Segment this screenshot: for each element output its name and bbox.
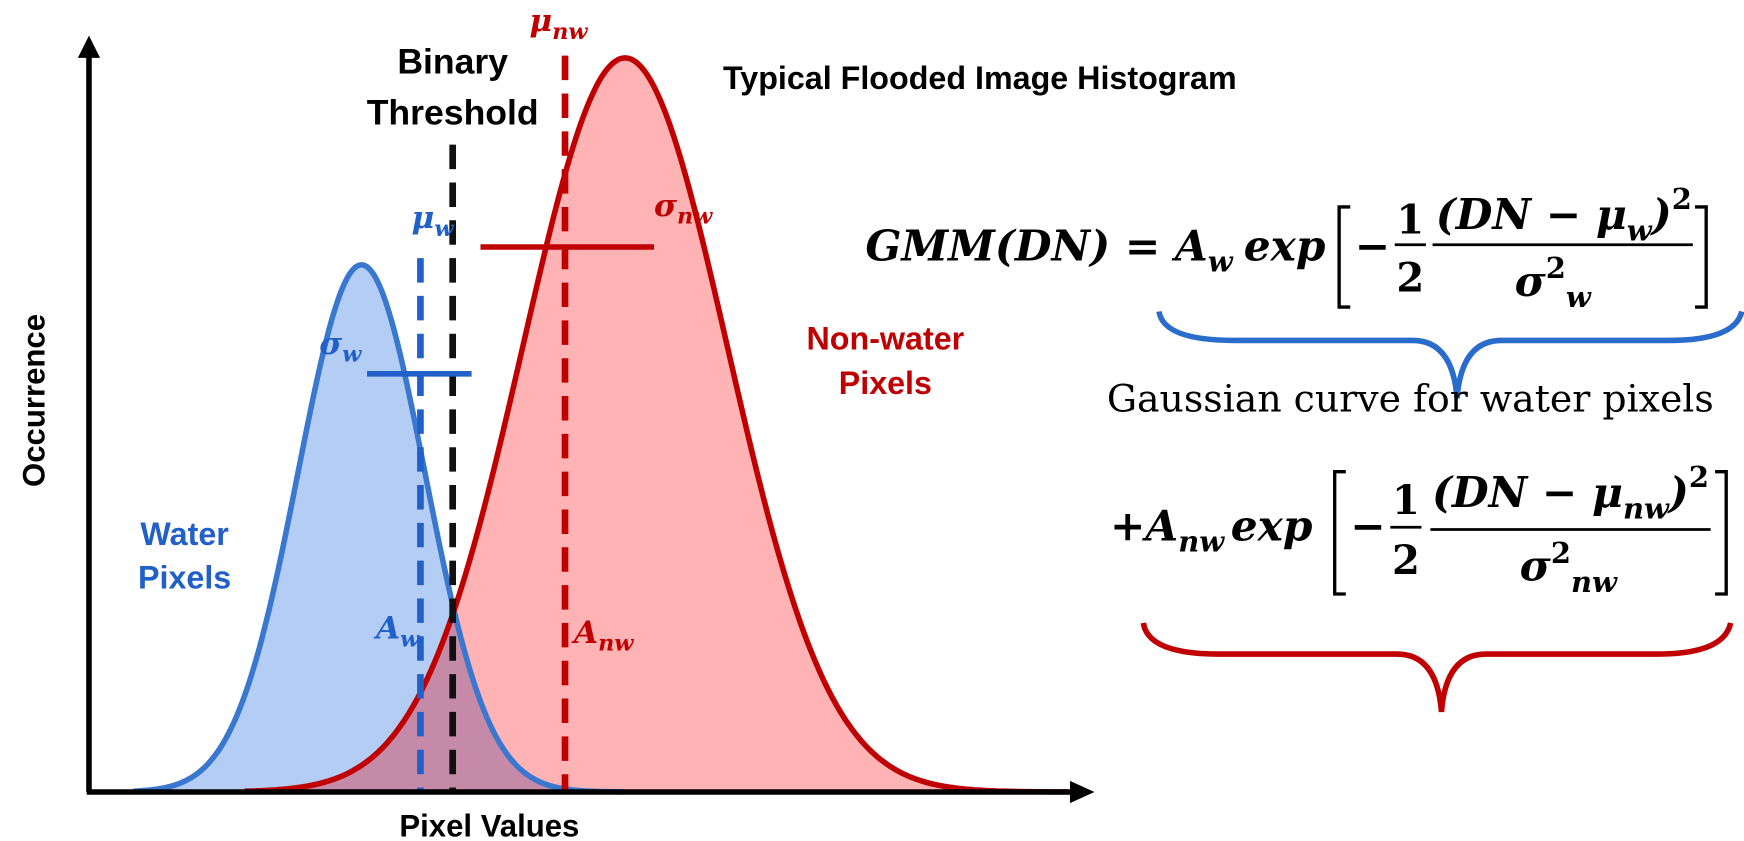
symbol: σ bbox=[654, 188, 677, 224]
num-close: ) bbox=[1650, 189, 1672, 239]
num-sup: 2 bbox=[1672, 182, 1692, 216]
den-sub: nw bbox=[1571, 565, 1618, 599]
subscript: nw bbox=[677, 204, 713, 230]
caption: Gaussian curve for water pixels bbox=[1107, 377, 1714, 421]
title: Typical Flooded Image Histogram bbox=[723, 60, 1237, 96]
denominator: σ2w bbox=[1515, 251, 1592, 314]
num-sup: 2 bbox=[1689, 460, 1709, 494]
bracket bbox=[1337, 205, 1351, 309]
sigma-nw-label: σnw bbox=[654, 188, 713, 230]
non-water-curve bbox=[244, 55, 1068, 795]
subscript: w bbox=[400, 626, 420, 652]
func: exp bbox=[1231, 501, 1313, 551]
subscript: w bbox=[342, 342, 362, 368]
non-water-label: Pixels bbox=[839, 365, 932, 401]
water-label: Pixels bbox=[138, 559, 231, 595]
func: exp bbox=[1244, 220, 1326, 270]
num-sub: w bbox=[1627, 213, 1653, 247]
bracket bbox=[1333, 469, 1346, 596]
half-den: 2 bbox=[1396, 254, 1424, 301]
a-w-label: Aw bbox=[373, 611, 420, 653]
subscript: w bbox=[434, 216, 454, 242]
mu-w-label: μw bbox=[412, 200, 455, 242]
numerator: (DN − μw)2 bbox=[1436, 182, 1692, 247]
num-close: ) bbox=[1667, 467, 1689, 517]
equation-term: +Anw exp bbox=[1110, 501, 1312, 559]
water-label: Water bbox=[140, 516, 229, 552]
denominator: σ2nw bbox=[1520, 536, 1618, 599]
non-water-fill bbox=[244, 57, 1068, 792]
den-sup: 2 bbox=[1551, 536, 1571, 570]
half-num: 1 bbox=[1392, 477, 1420, 524]
subscript: nw bbox=[552, 19, 588, 45]
numerator: (DN − μnw)2 bbox=[1432, 460, 1709, 525]
a-nw-label: Anw bbox=[571, 615, 634, 657]
bracket bbox=[1695, 205, 1708, 309]
symbol: A bbox=[571, 615, 598, 651]
symbol: σ bbox=[319, 326, 342, 362]
num: (DN − μ bbox=[1432, 467, 1623, 517]
threshold-label: Binary bbox=[397, 41, 508, 81]
den-sub: w bbox=[1566, 280, 1592, 314]
threshold-label: Threshold bbox=[367, 93, 539, 133]
x-label: Pixel Values bbox=[399, 808, 579, 841]
mu-nw-label: μnw bbox=[529, 3, 588, 45]
lhs: GMM(DN) = bbox=[865, 220, 1175, 270]
coef-sub: w bbox=[1208, 244, 1234, 278]
blue-brace bbox=[1156, 310, 1744, 399]
den: σ bbox=[1520, 541, 1552, 591]
half-num: 1 bbox=[1396, 197, 1424, 244]
half-den: 2 bbox=[1392, 537, 1420, 584]
bracket bbox=[1715, 469, 1728, 596]
symbol: A bbox=[373, 611, 400, 647]
curves bbox=[133, 55, 1068, 795]
water-curve bbox=[133, 262, 623, 795]
coef-sub: nw bbox=[1178, 525, 1225, 559]
sigma-w-label: σw bbox=[319, 326, 362, 368]
den: σ bbox=[1515, 256, 1547, 306]
coef: +A bbox=[1110, 501, 1178, 551]
num-sub: nw bbox=[1623, 491, 1670, 525]
overlap-fill bbox=[244, 611, 623, 792]
minus: − bbox=[1355, 220, 1390, 270]
den-sup: 2 bbox=[1546, 251, 1566, 285]
minus: − bbox=[1350, 501, 1385, 551]
x-arrow bbox=[1069, 780, 1095, 804]
non-water-label: Non-water bbox=[807, 320, 965, 356]
red-brace bbox=[1140, 622, 1734, 713]
water-fill bbox=[133, 264, 623, 792]
symbol: μ bbox=[529, 3, 552, 39]
y-label: Occurrence bbox=[16, 314, 51, 487]
y-arrow bbox=[77, 35, 101, 58]
num: (DN − μ bbox=[1436, 189, 1627, 239]
coef: A bbox=[1171, 220, 1208, 270]
equation-lhs: GMM(DN) = Aw exp bbox=[865, 220, 1325, 278]
subscript: nw bbox=[598, 631, 634, 657]
symbol: μ bbox=[412, 200, 435, 236]
